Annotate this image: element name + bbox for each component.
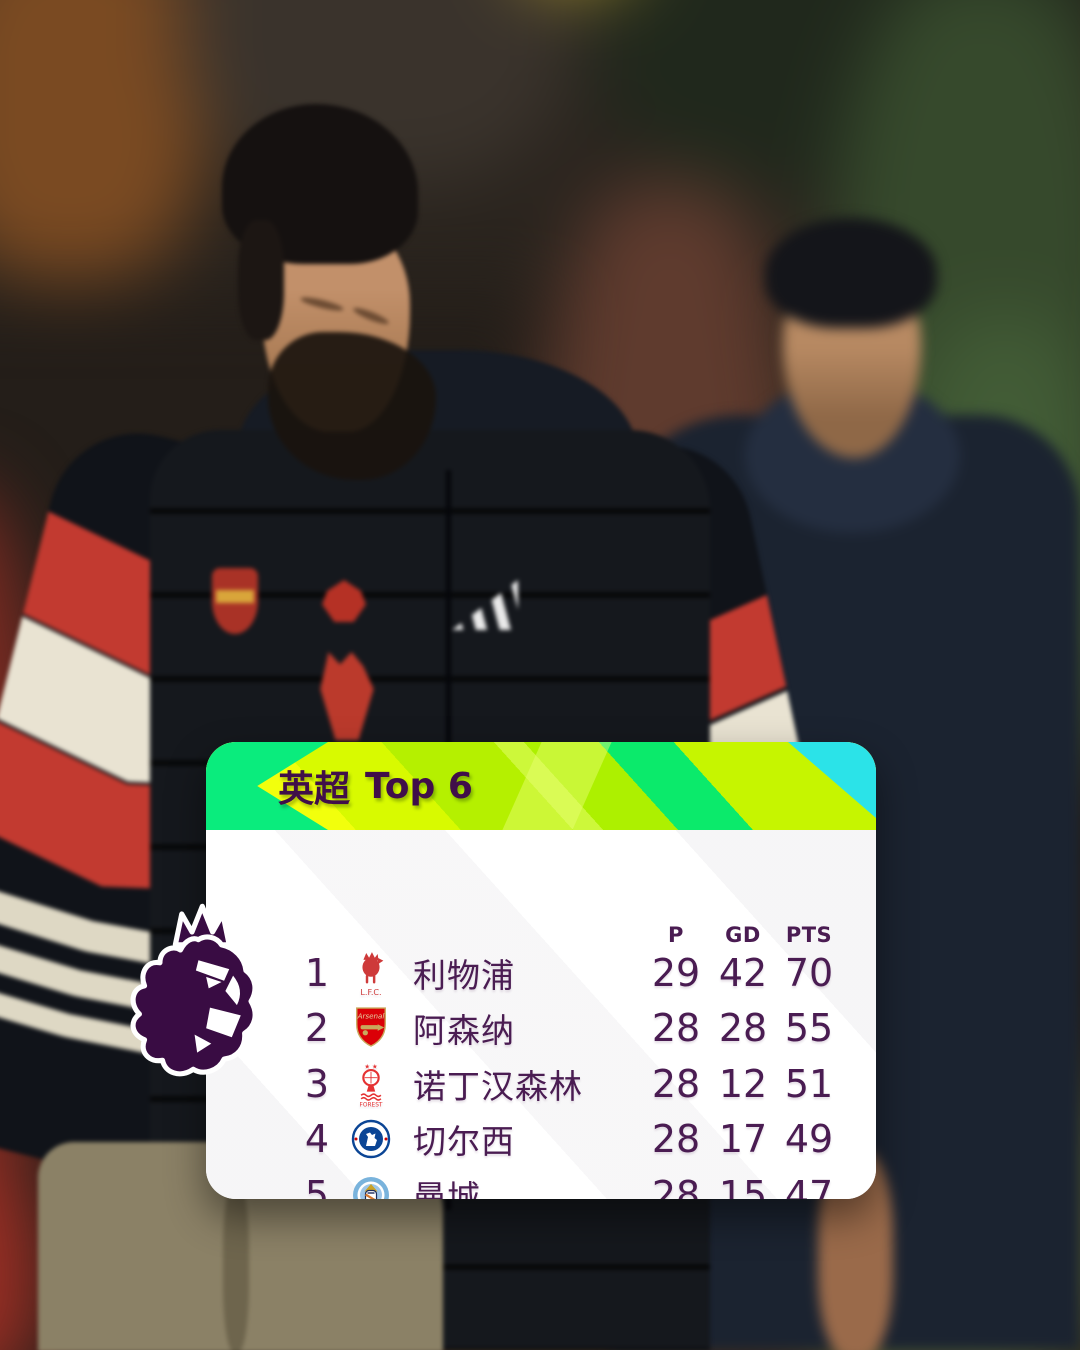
table-row: 3 ★ ★ FOREST 诺丁汉森林 28 [206, 1056, 876, 1112]
column-headers: P GD PTS [206, 923, 876, 953]
title-league: 英超 [278, 769, 351, 810]
manchester-city-badge-icon [349, 1175, 393, 1199]
stat-goal-diff: 42 [718, 950, 768, 995]
nottingham-forest-badge-icon: ★ ★ FOREST [349, 1059, 393, 1109]
stat-points: 51 [784, 1061, 834, 1106]
page-title: 英超 Top 6 [278, 742, 473, 830]
stat-played: 28 [651, 1172, 701, 1199]
table-row: 5 曼城 28 15 [206, 1167, 876, 1199]
stat-goal-diff: 12 [718, 1061, 768, 1106]
stat-points: 55 [784, 1006, 834, 1051]
chelsea-badge-icon [349, 1119, 393, 1159]
header-slash-decoration [502, 742, 612, 830]
table-row: 1 L.F.C. 利物 [206, 945, 876, 1001]
liverpool-badge-icon: L.F.C. [349, 948, 393, 998]
stat-played: 28 [651, 1117, 701, 1162]
team-name: 阿森纳 [413, 1011, 515, 1051]
arsenal-badge-icon: Arsenal [349, 1005, 393, 1051]
svg-text:Arsenal: Arsenal [357, 1012, 385, 1021]
column-header-played: P [668, 923, 684, 947]
premier-league-lion-icon [130, 903, 258, 1077]
stat-goal-diff: 28 [718, 1006, 768, 1051]
stat-played: 29 [651, 950, 701, 995]
foreground-manager-beard [268, 332, 436, 480]
svg-text:FOREST: FOREST [360, 1102, 383, 1108]
title-label: Top 6 [365, 765, 473, 807]
team-name: 曼城 [413, 1177, 481, 1199]
standings-card: 英超 Top 6 P GD PTS 1 [206, 742, 876, 1199]
stat-points: 47 [784, 1172, 834, 1199]
team-name: 诺丁汉森林 [413, 1066, 583, 1106]
column-header-points: PTS [785, 923, 833, 947]
team-name: 利物浦 [413, 955, 515, 995]
standings-rows: 1 L.F.C. 利物 [206, 945, 876, 1199]
card-body: P GD PTS 1 [206, 830, 876, 1199]
rank: 5 [304, 1172, 330, 1199]
man-united-crest [212, 568, 258, 634]
stat-played: 28 [651, 1006, 701, 1051]
table-row: 2 Arsenal 阿森纳 28 28 55 [206, 1001, 876, 1057]
rank: 3 [304, 1061, 330, 1106]
column-header-goal-diff: GD [725, 923, 761, 947]
stat-played: 28 [651, 1061, 701, 1106]
rank: 1 [304, 950, 330, 995]
header-cyan-corner-decoration [788, 742, 876, 818]
svg-text:★ ★: ★ ★ [364, 1063, 378, 1070]
stat-points: 70 [784, 950, 834, 995]
foreground-manager-hair-side [238, 220, 284, 340]
card-header: 英超 Top 6 [206, 742, 876, 830]
stat-goal-diff: 15 [718, 1172, 768, 1199]
stat-goal-diff: 17 [718, 1117, 768, 1162]
rank: 4 [304, 1117, 330, 1162]
team-name: 切尔西 [413, 1122, 515, 1162]
svg-text:L.F.C.: L.F.C. [360, 988, 381, 997]
stat-points: 49 [784, 1117, 834, 1162]
background-manager-hair [765, 218, 937, 328]
table-row: 4 切尔西 28 17 49 [206, 1112, 876, 1168]
rank: 2 [304, 1006, 330, 1051]
